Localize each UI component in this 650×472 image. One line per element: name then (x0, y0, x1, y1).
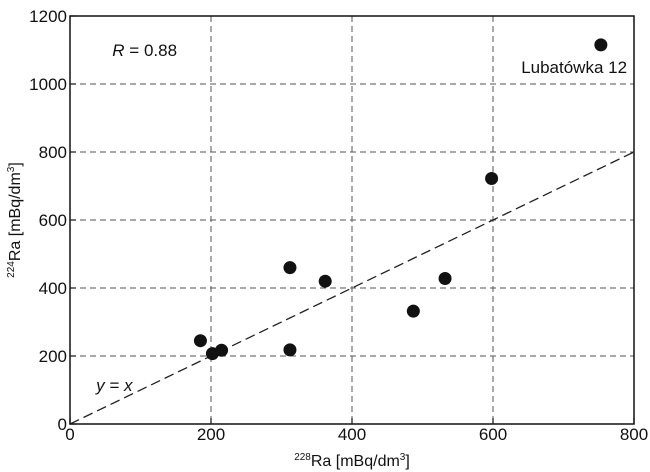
r-value: = 0.88 (125, 41, 177, 60)
data-point-7 (406, 304, 420, 318)
x-axis-ticks: 0 200 400 600 800 (65, 418, 648, 444)
y-tick-label-400: 400 (39, 279, 67, 298)
y-tick-label-1200: 1200 (29, 7, 67, 26)
fit-line-label: y = x (95, 376, 133, 395)
correlation-annotation: R = 0.88 (112, 41, 177, 60)
x-tick-label-200: 200 (197, 425, 225, 444)
x-tick-label-800: 800 (620, 425, 648, 444)
y-tick-label-1000: 1000 (29, 75, 67, 94)
x-tick-label-400: 400 (338, 425, 366, 444)
x-axis-label: 228Ra [mBq/dm3] (294, 452, 410, 470)
data-point-5 (283, 343, 297, 357)
y-tick-label-600: 600 (39, 211, 67, 230)
r-variable: R (112, 41, 124, 60)
data-point-1 (193, 334, 207, 348)
data-point-10 (594, 38, 608, 52)
point-label-lubatowka: Lubatówka 12 (521, 58, 627, 77)
data-point-3 (215, 343, 229, 357)
data-point-9 (485, 172, 499, 186)
data-point-8 (438, 271, 452, 285)
y-tick-label-200: 200 (39, 347, 67, 366)
x-tick-label-0: 0 (65, 425, 74, 444)
data-point-6 (318, 274, 332, 288)
y-tick-label-800: 800 (39, 143, 67, 162)
y-axis-label: 224Ra [mBq/dm3] (6, 162, 24, 278)
y-tick-label-0: 0 (58, 415, 67, 434)
x-tick-label-600: 600 (479, 425, 507, 444)
y-axis-ticks: 0 200 400 600 800 1000 1200 (29, 7, 76, 434)
data-point-4 (283, 261, 297, 275)
data-points (193, 38, 608, 361)
gridlines (70, 16, 634, 424)
